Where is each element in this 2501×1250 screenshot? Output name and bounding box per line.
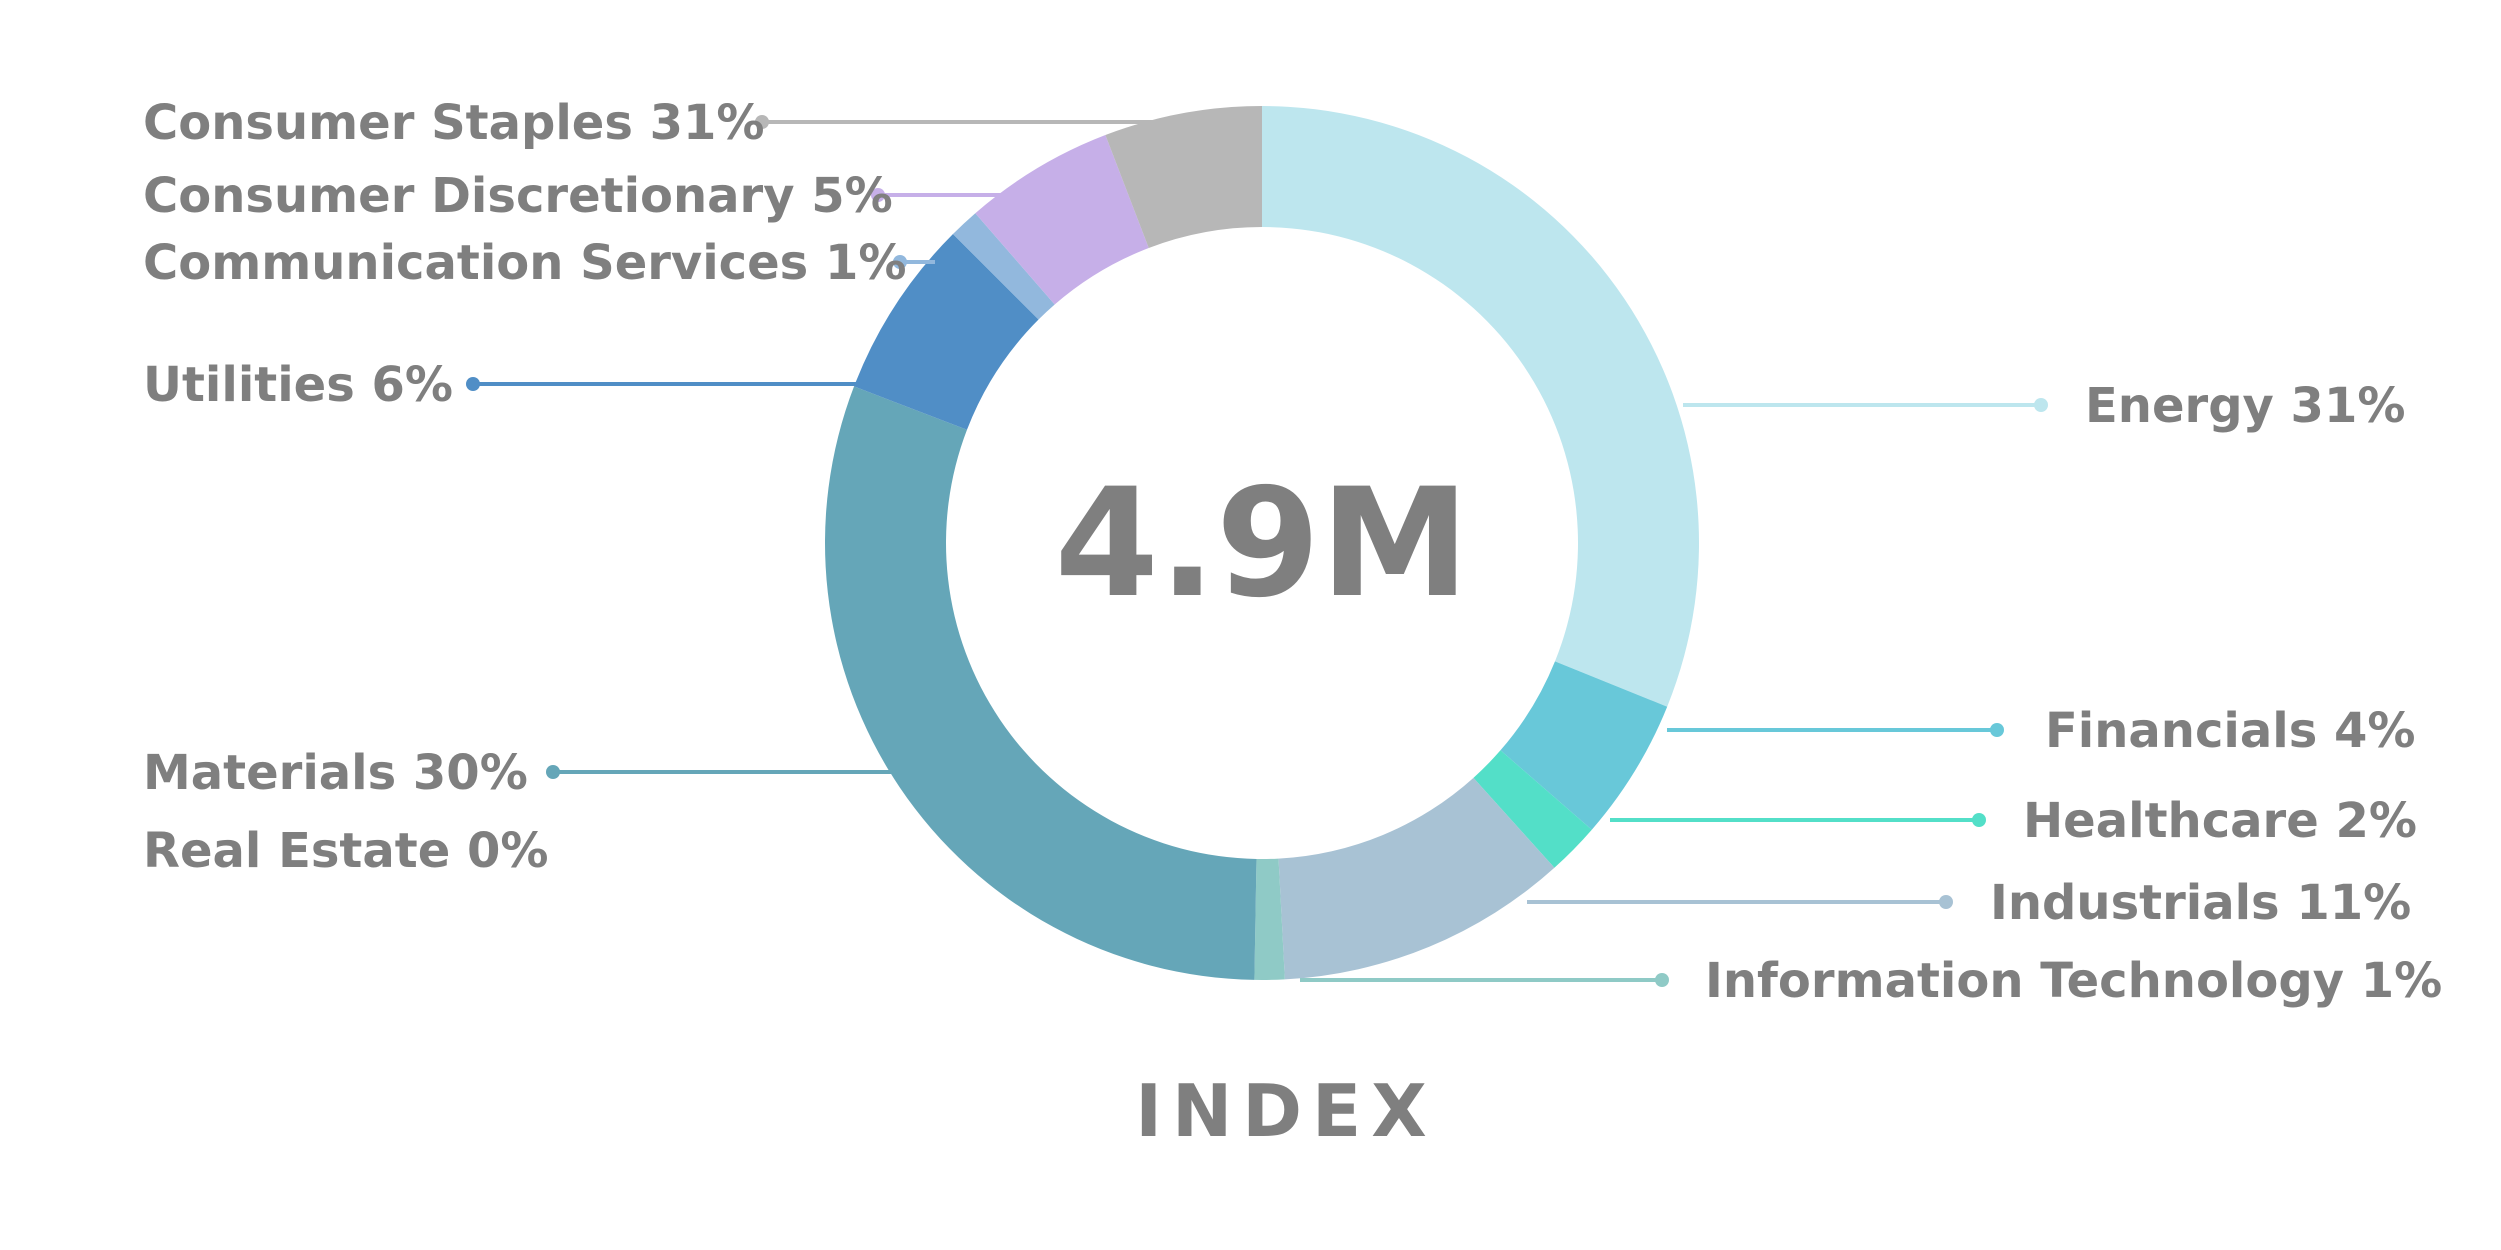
label-financials: Financials 4%	[2045, 703, 2416, 759]
slice-energy	[1262, 106, 1699, 707]
label-energy: Energy 31%	[2085, 378, 2405, 434]
label-information-technology: Information Technology 1%	[1705, 953, 2442, 1009]
label-utilities: Utilities 6%	[143, 357, 453, 413]
connector-dot-financials	[1990, 723, 2004, 737]
label-consumer-staples: Consumer Staples 31%	[143, 95, 765, 151]
label-consumer-discretionary: Consumer Discretionary 5%	[143, 168, 893, 224]
connector-dot-consumer-discretionary	[871, 188, 885, 202]
slice-information-technology	[1254, 858, 1285, 980]
connector-dot-consumer-staples	[755, 115, 769, 129]
index-label: INDEX	[1135, 1069, 1437, 1153]
label-real-estate: Real Estate 0%	[143, 823, 548, 879]
label-industrials: Industrials 11%	[1990, 875, 2411, 931]
slice-consumer-discretionary	[975, 135, 1149, 305]
connector-dot-information-technology	[1655, 973, 1669, 987]
label-materials: Materials 30%	[143, 745, 528, 801]
connector-dot-energy	[2034, 398, 2048, 412]
connector-dot-materials	[546, 765, 560, 779]
center-total-value: 4.9M	[1055, 457, 1470, 631]
slice-utilities	[854, 233, 1039, 430]
slice-industrials	[1278, 777, 1555, 980]
label-healthcare: Healthcare 2%	[2023, 793, 2417, 849]
connector-dot-industrials	[1939, 895, 1953, 909]
slice-healthcare	[1473, 750, 1592, 868]
label-communication-services: Communication Services 1%	[143, 235, 906, 291]
slice-communication-services	[952, 213, 1055, 320]
slice-consumer-staples	[1105, 106, 1262, 248]
connector-dot-communication-services	[893, 255, 907, 269]
connector-dot-utilities	[466, 377, 480, 391]
slice-financials	[1500, 661, 1668, 830]
slice-materials	[825, 386, 1257, 980]
connector-dot-healthcare	[1972, 813, 1986, 827]
